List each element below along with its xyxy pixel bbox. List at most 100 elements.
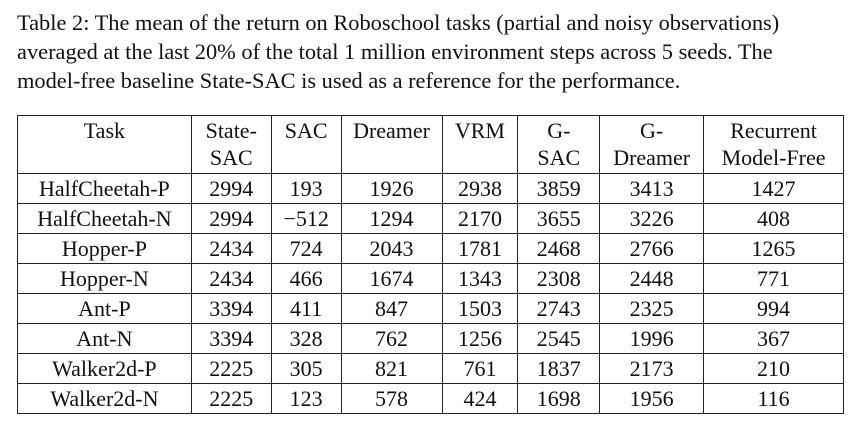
value-cell: 2325 xyxy=(599,293,705,324)
value-cell: 821 xyxy=(340,353,443,384)
value-cell: 193 xyxy=(270,173,342,204)
value-cell: 578 xyxy=(340,383,443,414)
table-row: Hopper-N 2434 466 1674 1343 2308 2448 771 xyxy=(17,263,844,294)
value-cell: 2308 xyxy=(517,263,601,294)
value-cell: 2434 xyxy=(190,263,272,294)
task-name-cell: Walker2d-P xyxy=(17,353,192,384)
value-cell: 328 xyxy=(270,323,342,354)
column-header-line: G- xyxy=(640,118,664,143)
value-cell: 3394 xyxy=(190,323,272,354)
value-cell: −512 xyxy=(270,203,342,234)
table-row: Walker2d-N 2225 123 578 424 1698 1956 116 xyxy=(17,383,844,414)
column-header-line: Task xyxy=(83,118,126,143)
value-cell: 994 xyxy=(703,293,844,324)
table-row: Ant-N 3394 328 762 1256 2545 1996 367 xyxy=(17,323,844,354)
value-cell: 1265 xyxy=(703,233,844,264)
task-name-cell: Ant-P xyxy=(17,293,192,324)
task-name-cell: Hopper-P xyxy=(17,233,192,264)
value-cell: 3655 xyxy=(517,203,601,234)
table-caption: Table 2: The mean of the return on Robos… xyxy=(17,8,849,95)
column-header-2: SAC xyxy=(270,115,342,174)
column-header-line: SAC xyxy=(209,145,253,170)
value-cell: 2173 xyxy=(599,353,705,384)
value-cell: 1698 xyxy=(517,383,601,414)
column-header-0: Task xyxy=(17,115,192,174)
results-table: Task State- SAC SAC Dreamer VRM G- SAC G- Dreamer… xyxy=(17,115,844,414)
column-header-5: G- SAC xyxy=(517,115,601,174)
value-cell: 2766 xyxy=(599,233,705,264)
value-cell: 847 xyxy=(340,293,443,324)
value-cell: 2468 xyxy=(517,233,601,264)
task-name-cell: Hopper-N xyxy=(17,263,192,294)
column-header-1: State- SAC xyxy=(190,115,272,174)
table-row: HalfCheetah-P 2994 193 1926 2938 3859 3413 1427 xyxy=(17,173,844,204)
value-cell: 2994 xyxy=(190,203,272,234)
value-cell: 2225 xyxy=(190,383,272,414)
table-row: Hopper-P 2434 724 2043 1781 2468 2766 1265 xyxy=(17,233,844,264)
value-cell: 724 xyxy=(270,233,342,264)
value-cell: 1294 xyxy=(340,203,443,234)
value-cell: 424 xyxy=(441,383,519,414)
caption-line-3: model-free baseline State-SAC is used as… xyxy=(17,68,681,93)
value-cell: 305 xyxy=(270,353,342,384)
value-cell: 771 xyxy=(703,263,844,294)
value-cell: 367 xyxy=(703,323,844,354)
column-header-4: VRM xyxy=(441,115,519,174)
value-cell: 1996 xyxy=(599,323,705,354)
value-cell: 2225 xyxy=(190,353,272,384)
value-cell: 3859 xyxy=(517,173,601,204)
value-cell: 408 xyxy=(703,203,844,234)
column-header-line: State- xyxy=(205,118,257,143)
table-row: HalfCheetah-N 2994 −512 1294 2170 3655 3226 408 xyxy=(17,203,844,234)
value-cell: 2170 xyxy=(441,203,519,234)
value-cell: 3394 xyxy=(190,293,272,324)
value-cell: 1781 xyxy=(441,233,519,264)
value-cell: 1674 xyxy=(340,263,443,294)
caption-line-1: Table 2: The mean of the return on Robos… xyxy=(17,10,780,35)
value-cell: 411 xyxy=(270,293,342,324)
header-row: Task State- SAC SAC Dreamer VRM G- SAC G- Dreamer… xyxy=(17,115,844,174)
value-cell: 2545 xyxy=(517,323,601,354)
value-cell: 2994 xyxy=(190,173,272,204)
column-header-line: SAC xyxy=(284,118,328,143)
value-cell: 3226 xyxy=(599,203,705,234)
column-header-line: VRM xyxy=(454,118,505,143)
caption-line-2: averaged at the last 20% of the total 1 … xyxy=(17,39,773,64)
value-cell: 1956 xyxy=(599,383,705,414)
value-cell: 2743 xyxy=(517,293,601,324)
value-cell: 2434 xyxy=(190,233,272,264)
column-header-line: G- xyxy=(547,118,571,143)
value-cell: 466 xyxy=(270,263,342,294)
value-cell: 1256 xyxy=(441,323,519,354)
column-header-3: Dreamer xyxy=(340,115,443,174)
task-name-cell: Walker2d-N xyxy=(17,383,192,414)
table-row: Ant-P 3394 411 847 1503 2743 2325 994 xyxy=(17,293,844,324)
value-cell: 1343 xyxy=(441,263,519,294)
column-header-7: Recurrent Model-Free xyxy=(703,115,844,174)
task-name-cell: HalfCheetah-P xyxy=(17,173,192,204)
task-name-cell: HalfCheetah-N xyxy=(17,203,192,234)
column-header-line: SAC xyxy=(537,145,581,170)
task-name-cell: Ant-N xyxy=(17,323,192,354)
value-cell: 2448 xyxy=(599,263,705,294)
table-row: Walker2d-P 2225 305 821 761 1837 2173 210 xyxy=(17,353,844,384)
value-cell: 116 xyxy=(703,383,844,414)
value-cell: 762 xyxy=(340,323,443,354)
value-cell: 1503 xyxy=(441,293,519,324)
value-cell: 123 xyxy=(270,383,342,414)
value-cell: 210 xyxy=(703,353,844,384)
column-header-line: Recurrent xyxy=(730,118,817,143)
value-cell: 1427 xyxy=(703,173,844,204)
column-header-line: Model-Free xyxy=(721,145,826,170)
column-header-line: Dreamer xyxy=(353,118,431,143)
value-cell: 3413 xyxy=(599,173,705,204)
value-cell: 1837 xyxy=(517,353,601,384)
column-header-line: Dreamer xyxy=(613,145,691,170)
value-cell: 761 xyxy=(441,353,519,384)
column-header-6: G- Dreamer xyxy=(599,115,705,174)
value-cell: 2938 xyxy=(441,173,519,204)
table-body: HalfCheetah-P 2994 193 1926 2938 3859 3413 1427… xyxy=(17,173,844,414)
value-cell: 2043 xyxy=(340,233,443,264)
value-cell: 1926 xyxy=(340,173,443,204)
